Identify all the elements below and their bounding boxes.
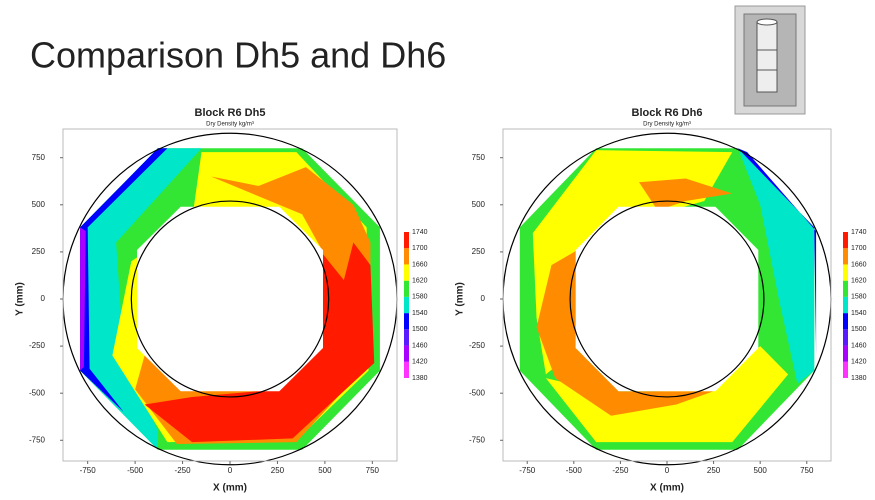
colorbar-label: 1500 xyxy=(412,326,428,333)
colorbar-label: 1700 xyxy=(851,245,867,252)
colorbar-segment xyxy=(843,329,848,345)
colorbar-label: 1420 xyxy=(412,359,428,366)
colorbar-label: 1460 xyxy=(412,342,428,349)
x-axis-label: X (mm) xyxy=(213,483,247,494)
y-tick-label: -250 xyxy=(469,341,486,350)
colorbar-segment xyxy=(843,264,848,280)
chart-subtitle: Dry Density kg/m³ xyxy=(643,122,691,128)
x-tick-label: -500 xyxy=(127,466,144,475)
colorbar-segment xyxy=(843,248,848,264)
y-tick-label: 500 xyxy=(32,200,46,209)
y-tick-label: -500 xyxy=(29,388,46,397)
colorbar-segment xyxy=(404,346,409,362)
colorbar-label: 1740 xyxy=(412,229,428,236)
colorbar-segment xyxy=(404,248,409,264)
colorbar-label: 1700 xyxy=(412,245,428,252)
x-tick-label: 500 xyxy=(318,466,332,475)
y-tick-label: 0 xyxy=(41,294,46,303)
colorbar-segment xyxy=(404,232,409,248)
colorbar-segment xyxy=(404,281,409,297)
y-axis-label: Y (mm) xyxy=(15,282,26,316)
contour-chart: Block R6 Dh6 Dry Density kg/m³ -750 -500 -25… xyxy=(455,107,867,494)
y-tick-label: 750 xyxy=(472,153,486,162)
y-tick-label: -500 xyxy=(469,388,486,397)
x-tick-label: 250 xyxy=(707,466,721,475)
colorbar-segment xyxy=(404,264,409,280)
y-tick-label: -250 xyxy=(29,341,46,350)
colorbar-segment xyxy=(843,362,848,378)
x-tick-label: 0 xyxy=(228,466,233,475)
colorbar-label: 1620 xyxy=(412,278,428,285)
x-tick-label: -750 xyxy=(519,466,536,475)
chart-title: Block R6 Dh6 xyxy=(632,107,703,119)
x-tick-label: -500 xyxy=(566,466,583,475)
colorbar-label: 1540 xyxy=(412,310,428,317)
y-tick-label: 250 xyxy=(472,247,486,256)
x-tick-label: -250 xyxy=(612,466,629,475)
colorbar-segment xyxy=(404,297,409,313)
colorbar-segment xyxy=(843,232,848,248)
y-tick-label: -750 xyxy=(29,435,46,444)
x-axis-label: X (mm) xyxy=(650,483,684,494)
colorbar-segment xyxy=(843,297,848,313)
x-tick-label: 750 xyxy=(366,466,380,475)
colorbar-segment xyxy=(404,313,409,329)
y-tick-label: 750 xyxy=(32,153,46,162)
colorbar-segment xyxy=(404,329,409,345)
colorbar-label: 1620 xyxy=(851,278,867,285)
y-axis-label: Y (mm) xyxy=(455,282,466,316)
colorbar-label: 1580 xyxy=(851,294,867,301)
x-tick-label: 750 xyxy=(800,466,814,475)
colorbar-segment xyxy=(843,346,848,362)
colorbar-segment xyxy=(843,313,848,329)
colorbar-label: 1660 xyxy=(412,261,428,268)
x-tick-label: 0 xyxy=(665,466,670,475)
colorbar-label: 1580 xyxy=(412,294,428,301)
colorbar-label: 1660 xyxy=(851,261,867,268)
colorbar-label: 1460 xyxy=(851,342,867,349)
block-icon xyxy=(735,6,805,114)
colorbar-label: 1540 xyxy=(851,310,867,317)
slide-title: Comparison Dh5 and Dh6 xyxy=(30,35,446,76)
y-tick-label: -750 xyxy=(469,435,486,444)
colorbar-label: 1380 xyxy=(851,375,867,382)
y-tick-label: 250 xyxy=(32,247,46,256)
colorbar-label: 1500 xyxy=(851,326,867,333)
x-tick-label: -750 xyxy=(80,466,97,475)
colorbar-label: 1420 xyxy=(851,359,867,366)
slide: Comparison Dh5 and Dh6 Block R6 Dh5 Dry D… xyxy=(0,0,875,500)
page: {"title": "Comparison Dh5 and Dh6", "cha… xyxy=(0,0,875,500)
colorbar-label: 1740 xyxy=(851,229,867,236)
x-tick-label: 250 xyxy=(271,466,285,475)
contour-chart: Block R6 Dh5 Dry Density kg/m³ -750 -500 -25… xyxy=(15,107,428,494)
chart-title: Block R6 Dh5 xyxy=(195,107,266,119)
y-tick-label: 0 xyxy=(481,294,486,303)
y-tick-label: 500 xyxy=(472,200,486,209)
x-tick-label: -250 xyxy=(175,466,192,475)
colorbar-segment xyxy=(843,281,848,297)
colorbar-label: 1380 xyxy=(412,375,428,382)
core-hole xyxy=(137,207,323,392)
core-hole xyxy=(576,207,759,392)
x-tick-label: 500 xyxy=(754,466,768,475)
colorbar-segment xyxy=(404,362,409,378)
chart-subtitle: Dry Density kg/m³ xyxy=(206,122,254,128)
